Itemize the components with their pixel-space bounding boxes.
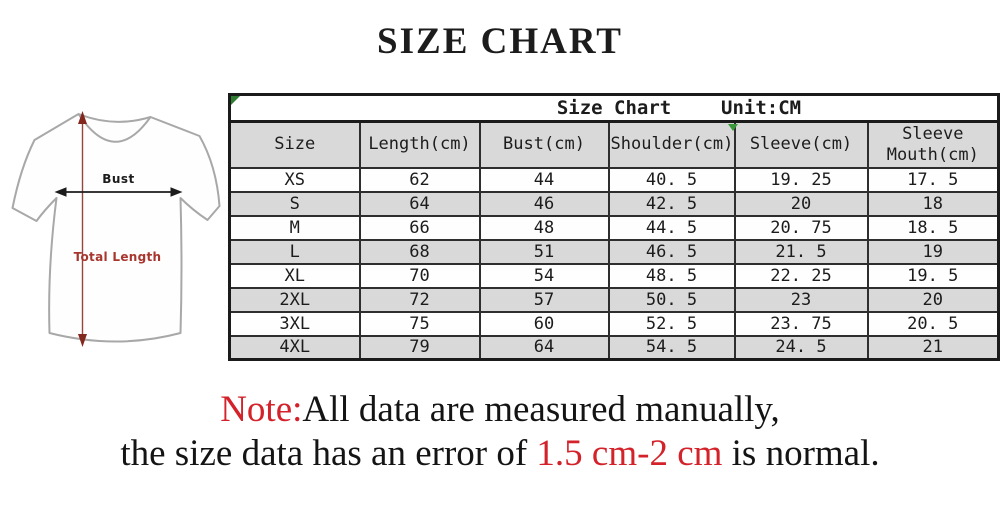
cell: 51	[478, 238, 610, 265]
cell: 18	[866, 190, 1000, 217]
cell: 44	[478, 166, 610, 193]
cell: 79	[358, 334, 481, 361]
table-header-row: Size Length(cm) Bust(cm) Shoulder(cm) Sl…	[228, 120, 1000, 169]
cell: 44. 5	[607, 214, 736, 241]
cell: 23. 75	[733, 310, 869, 337]
table-row-xl: XL 70 54 48. 5 22. 25 19. 5	[228, 262, 1000, 289]
table-unit: Unit:CM	[721, 97, 802, 119]
cell: S	[228, 190, 361, 217]
size-table-container: Size Chart Unit:CM Size Length(cm) Bust(…	[228, 93, 1000, 361]
note-text: Note:All data are measured manually, the…	[0, 388, 1000, 476]
cell: 60	[478, 310, 610, 337]
cell: 19. 25	[733, 166, 869, 193]
page-title: SIZE CHART	[377, 21, 623, 62]
cell: 52. 5	[607, 310, 736, 337]
cell: 20. 75	[733, 214, 869, 241]
cell: 20	[866, 286, 1000, 313]
cell: 75	[358, 310, 481, 337]
table-row-3xl: 3XL 75 60 52. 5 23. 75 20. 5	[228, 310, 1000, 337]
tshirt-outline-icon	[11, 113, 221, 343]
size-table: Size Chart Unit:CM Size Length(cm) Bust(…	[228, 93, 1000, 361]
cell: 18. 5	[866, 214, 1000, 241]
note-line-1: Note:All data are measured manually,	[0, 388, 1000, 432]
cell: 62	[358, 166, 481, 193]
cell: 19. 5	[866, 262, 1000, 289]
tshirt-neckline-icon	[77, 113, 152, 143]
table-title: Size Chart	[556, 97, 672, 119]
cell: M	[228, 214, 361, 241]
note-label: Note:	[220, 389, 303, 430]
cell: 3XL	[228, 310, 361, 337]
cell: XS	[228, 166, 361, 193]
cell: 46. 5	[607, 238, 736, 265]
note-line-2: the size data has an error of 1.5 cm-2 c…	[0, 432, 1000, 476]
cell: 46	[478, 190, 610, 217]
cell: 66	[358, 214, 481, 241]
bust-label: Bust	[102, 172, 135, 186]
cell: L	[228, 238, 361, 265]
table-row-xs: XS 62 44 40. 5 19. 25 17. 5	[228, 166, 1000, 193]
col-header-sleeve-mouth: Sleeve Mouth(cm)	[866, 120, 1000, 169]
table-row-m: M 66 48 44. 5 20. 75 18. 5	[228, 214, 1000, 241]
cell: 48	[478, 214, 610, 241]
total-length-label: Total Length	[74, 250, 162, 264]
cell: 20. 5	[866, 310, 1000, 337]
cell: 21	[866, 334, 1000, 361]
cell: 4XL	[228, 334, 361, 361]
cell: 68	[358, 238, 481, 265]
note-line2-highlight: 1.5 cm-2 cm	[536, 433, 723, 474]
cell: 48. 5	[607, 262, 736, 289]
cell: 21. 5	[733, 238, 869, 265]
cell: 70	[358, 262, 481, 289]
cell: 20	[733, 190, 869, 217]
note-line2-suffix: is normal.	[722, 433, 880, 474]
cell: 19	[866, 238, 1000, 265]
col-header-bust: Bust(cm)	[478, 120, 610, 169]
cell: XL	[228, 262, 361, 289]
total-length-arrow-icon	[78, 111, 87, 347]
cell: 22. 25	[733, 262, 869, 289]
cell: 57	[478, 286, 610, 313]
cell: 50. 5	[607, 286, 736, 313]
note-line1-text: All data are measured manually,	[302, 389, 780, 430]
cell: 24. 5	[733, 334, 869, 361]
tshirt-diagram: Bust Total Length	[11, 111, 221, 347]
cell: 42. 5	[607, 190, 736, 217]
cell: 23	[733, 286, 869, 313]
cell: 17. 5	[866, 166, 1000, 193]
table-title-cell: Size Chart Unit:CM	[228, 93, 1000, 123]
green-cell-marker-icon	[728, 124, 738, 131]
table-title-row: Size Chart Unit:CM	[228, 93, 1000, 123]
table-row-s: S 64 46 42. 5 20 18	[228, 190, 1000, 217]
cell: 64	[358, 190, 481, 217]
cell: 54	[478, 262, 610, 289]
cell: 72	[358, 286, 481, 313]
note-line2-prefix: the size data has an error of	[120, 433, 537, 474]
cell: 64	[478, 334, 610, 361]
col-header-length: Length(cm)	[358, 120, 481, 169]
cell: 40. 5	[607, 166, 736, 193]
cell: 54. 5	[607, 334, 736, 361]
table-row-l: L 68 51 46. 5 21. 5 19	[228, 238, 1000, 265]
table-row-4xl: 4XL 79 64 54. 5 24. 5 21	[228, 334, 1000, 361]
col-header-sleeve: Sleeve(cm)	[733, 120, 869, 169]
table-row-2xl: 2XL 72 57 50. 5 23 20	[228, 286, 1000, 313]
col-header-shoulder: Shoulder(cm)	[607, 120, 736, 169]
bust-arrow-icon	[54, 187, 183, 197]
col-header-size: Size	[228, 120, 361, 169]
cell: 2XL	[228, 286, 361, 313]
green-corner-marker-icon	[231, 96, 240, 105]
